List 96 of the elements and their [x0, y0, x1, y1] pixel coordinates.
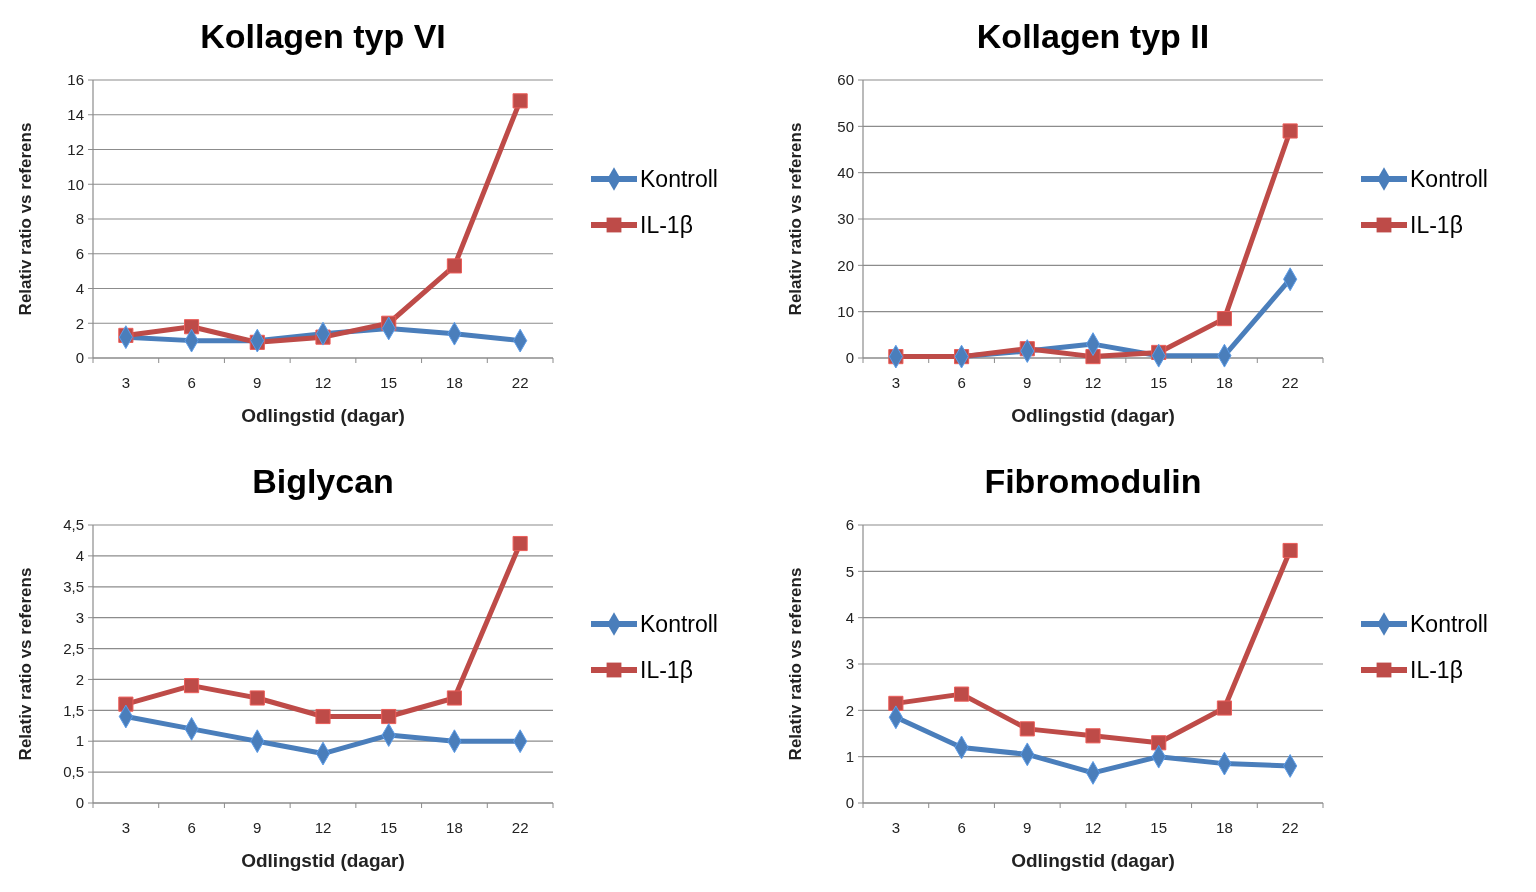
y-tick-label: 2: [75, 314, 84, 332]
x-tick-label: 9: [1023, 819, 1032, 836]
legend-label: IL-1β: [640, 212, 693, 239]
x-tick-label: 9: [253, 374, 262, 391]
chart-title: Kollagen typ VI: [200, 17, 446, 55]
y-axis-title: Relativ ratio vs referens: [16, 122, 35, 316]
x-axis-title: Odlingstid (dagar): [1011, 405, 1175, 426]
x-tick-label: 15: [380, 819, 398, 836]
x-tick-label: 22: [1281, 374, 1299, 391]
y-tick-label: 60: [837, 71, 854, 89]
point: [315, 708, 331, 725]
x-tick-label: 18: [1216, 374, 1233, 391]
y-tick-label: 4: [75, 547, 84, 565]
legend-label: IL-1β: [640, 657, 693, 684]
legend-label: Kontroll: [640, 166, 718, 193]
x-tick-label: 12: [314, 819, 332, 836]
x-tick-label: 3: [891, 819, 901, 836]
y-tick-label: 3,5: [63, 578, 84, 596]
y-tick-label: 6: [845, 516, 854, 534]
point: [1216, 700, 1232, 716]
y-tick-label: 6: [75, 245, 84, 262]
x-tick-label: 22: [1281, 819, 1299, 836]
point: [1282, 542, 1298, 559]
x-axis-title: Odlingstid (dagar): [241, 405, 405, 426]
x-tick-label: 18: [446, 374, 463, 391]
x-axis-title: Odlingstid (dagar): [241, 850, 405, 871]
chart-title: Fibromodulin: [984, 462, 1202, 500]
y-tick-label: 0: [75, 794, 84, 812]
y-tick-label: 4: [75, 279, 84, 297]
x-tick-label: 15: [1150, 819, 1168, 836]
y-tick-label: 5: [845, 562, 854, 580]
x-tick-label: 12: [314, 374, 332, 391]
y-tick-label: 4: [845, 608, 854, 626]
y-tick-label: 1,5: [63, 701, 84, 719]
y-tick-label: 3: [75, 608, 84, 626]
x-tick-label: 3: [891, 374, 901, 391]
point: [446, 258, 462, 274]
y-tick-label: 0: [845, 349, 854, 367]
point: [954, 686, 970, 702]
y-tick-label: 10: [837, 302, 854, 320]
x-tick-label: 6: [957, 374, 966, 391]
x-tick-label: 18: [1216, 819, 1233, 836]
legend-label: Kontroll: [1410, 166, 1488, 193]
y-tick-label: 2,5: [63, 639, 84, 657]
chart-title: Biglycan: [252, 462, 394, 500]
x-tick-label: 3: [121, 819, 131, 836]
y-tick-label: 4,5: [63, 516, 84, 534]
y-tick-label: 8: [75, 210, 84, 228]
y-tick-label: 2: [845, 701, 854, 719]
y-axis-title: Relativ ratio vs referens: [786, 567, 805, 761]
x-tick-label: 12: [1084, 374, 1102, 391]
x-tick-label: 15: [380, 374, 398, 391]
point: [1085, 728, 1101, 744]
y-tick-label: 0,5: [63, 763, 84, 781]
y-tick-label: 0: [75, 349, 84, 367]
y-tick-label: 12: [67, 140, 84, 158]
y-tick-label: 40: [837, 163, 854, 181]
point: [249, 690, 265, 706]
y-axis-title: Relativ ratio vs referens: [786, 122, 805, 316]
x-tick-label: 9: [1023, 374, 1032, 391]
legend-label: Kontroll: [640, 611, 718, 638]
y-tick-label: 50: [837, 117, 854, 135]
legend-label: Kontroll: [1410, 611, 1488, 638]
x-tick-label: 22: [511, 374, 529, 391]
x-tick-label: 22: [511, 819, 529, 836]
point: [1019, 721, 1035, 737]
y-tick-label: 1: [75, 732, 84, 750]
y-tick-label: 16: [67, 71, 84, 89]
y-tick-label: 14: [67, 106, 84, 123]
chart-title: Kollagen typ II: [976, 17, 1210, 55]
y-tick-label: 1: [845, 747, 854, 765]
y-axis-title: Relativ ratio vs referens: [16, 567, 35, 761]
x-tick-label: 15: [1150, 374, 1168, 391]
legend-label: IL-1β: [1410, 657, 1463, 684]
y-tick-label: 0: [845, 794, 854, 812]
point: [381, 708, 397, 725]
point: [184, 678, 200, 694]
y-tick-label: 10: [67, 175, 84, 193]
x-tick-label: 6: [187, 374, 196, 391]
x-tick-label: 3: [121, 374, 131, 391]
y-tick-label: 20: [837, 256, 854, 274]
point: [1282, 123, 1298, 139]
point: [446, 690, 462, 706]
point: [512, 93, 528, 109]
x-tick-label: 12: [1084, 819, 1102, 836]
y-tick-label: 3: [845, 655, 854, 673]
point: [512, 535, 528, 552]
point: [1216, 311, 1232, 327]
x-tick-label: 18: [446, 819, 463, 836]
x-axis-title: Odlingstid (dagar): [1011, 850, 1175, 871]
x-tick-label: 9: [253, 819, 262, 836]
legend-label: IL-1β: [1410, 212, 1463, 239]
x-tick-label: 6: [957, 819, 966, 836]
x-tick-label: 6: [187, 819, 196, 836]
y-tick-label: 30: [837, 210, 854, 228]
y-tick-label: 2: [75, 670, 84, 688]
